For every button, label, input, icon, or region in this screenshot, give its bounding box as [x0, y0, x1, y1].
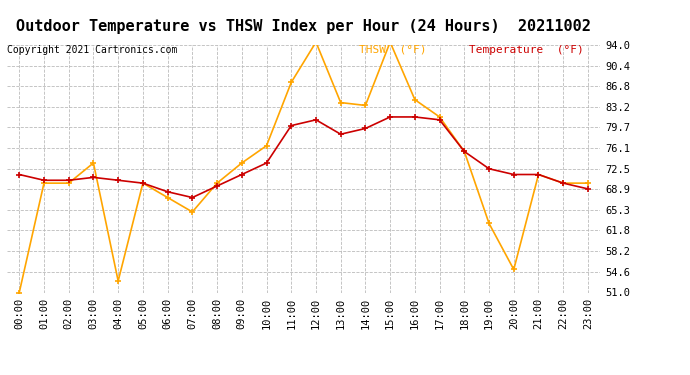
- Text: THSW  (°F): THSW (°F): [359, 45, 426, 55]
- Text: Temperature  (°F): Temperature (°F): [469, 45, 584, 55]
- Text: Outdoor Temperature vs THSW Index per Hour (24 Hours)  20211002: Outdoor Temperature vs THSW Index per Ho…: [16, 19, 591, 34]
- Text: Copyright 2021 Cartronics.com: Copyright 2021 Cartronics.com: [7, 45, 177, 55]
